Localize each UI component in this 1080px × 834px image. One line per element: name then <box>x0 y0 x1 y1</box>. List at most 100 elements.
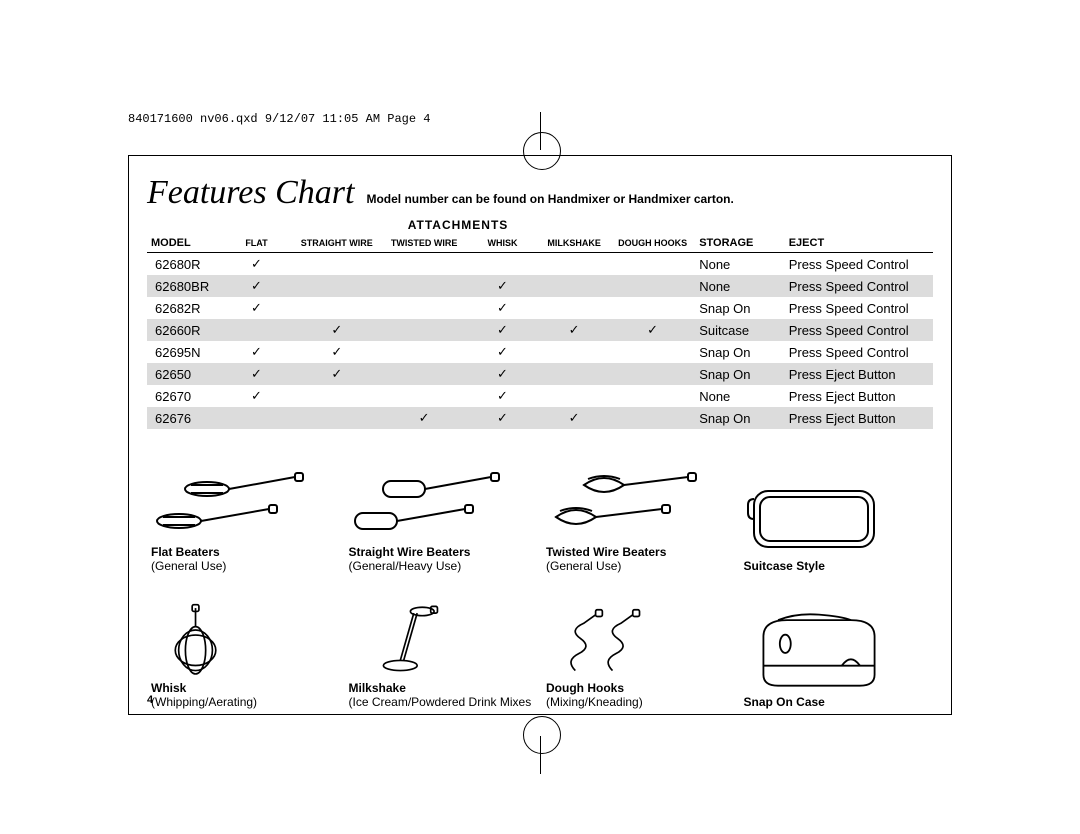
illus-sub: (General Use) <box>151 559 226 573</box>
table-cell <box>538 385 610 407</box>
illus-label: Straight Wire Beaters <box>349 545 471 559</box>
table-cell: ✓ <box>538 407 610 429</box>
table-cell <box>467 253 538 276</box>
table-cell <box>538 297 610 319</box>
table-cell: Press Eject Button <box>785 385 933 407</box>
table-cell: ✓ <box>221 341 292 363</box>
table-cell <box>610 253 695 276</box>
table-cell: Suitcase <box>695 319 785 341</box>
table-row: 62682R✓✓Snap OnPress Speed Control <box>147 297 933 319</box>
table-cell: ✓ <box>292 319 381 341</box>
page-frame: Features Chart Model number can be found… <box>128 155 952 715</box>
illus-flat-beaters: Flat Beaters (General Use) <box>151 441 337 573</box>
table-cell <box>610 385 695 407</box>
table-cell: ✓ <box>381 407 466 429</box>
table-cell <box>292 253 381 276</box>
illus-label: Milkshake <box>349 681 406 695</box>
milkshake-icon <box>349 603 509 679</box>
table-cell: ✓ <box>221 297 292 319</box>
illus-sub: (Mixing/Kneading) <box>546 695 643 709</box>
col-milkshake: MILKSHAKE <box>538 234 610 253</box>
table-cell: ✓ <box>221 253 292 276</box>
table-cell: ✓ <box>292 363 381 385</box>
illus-label: Suitcase Style <box>744 559 825 573</box>
table-cell: 62682R <box>147 297 221 319</box>
table-cell <box>292 297 381 319</box>
twisted-wire-icon <box>546 467 706 543</box>
table-cell: Press Speed Control <box>785 253 933 276</box>
illus-sub: (Ice Cream/Powdered Drink Mixes <box>349 695 532 709</box>
col-dough-hooks: DOUGH HOOKS <box>610 234 695 253</box>
illus-milkshake: Milkshake (Ice Cream/Powdered Drink Mixe… <box>349 577 535 709</box>
table-cell: ✓ <box>221 385 292 407</box>
table-cell: Press Eject Button <box>785 363 933 385</box>
table-cell <box>381 253 466 276</box>
table-cell <box>292 385 381 407</box>
table-row: 62695N✓✓✓Snap OnPress Speed Control <box>147 341 933 363</box>
table-cell: Snap On <box>695 297 785 319</box>
table-cell: 62670 <box>147 385 221 407</box>
col-twisted-wire: TWISTED WIRE <box>381 234 466 253</box>
col-model: MODEL <box>147 234 221 253</box>
illus-twisted-wire: Twisted Wire Beaters (General Use) <box>546 441 732 573</box>
table-cell: Press Speed Control <box>785 275 933 297</box>
table-cell: ✓ <box>610 319 695 341</box>
table-cell <box>292 407 381 429</box>
table-cell <box>381 319 466 341</box>
table-cell: ✓ <box>467 275 538 297</box>
table-cell: 62660R <box>147 319 221 341</box>
table-cell <box>610 341 695 363</box>
table-cell: Snap On <box>695 341 785 363</box>
table-row: 62650✓✓✓Snap OnPress Eject Button <box>147 363 933 385</box>
table-cell: Press Speed Control <box>785 297 933 319</box>
illus-dough-hooks: Dough Hooks (Mixing/Kneading) <box>546 577 732 709</box>
col-straight-wire: STRAIGHT WIRE <box>292 234 381 253</box>
attachments-group-header: ATTACHMENTS <box>221 216 695 234</box>
table-cell: 62680BR <box>147 275 221 297</box>
table-cell: None <box>695 253 785 276</box>
table-row: 62680R✓ NonePress Speed Control <box>147 253 933 276</box>
col-eject: EJECT <box>785 234 933 253</box>
table-cell: ✓ <box>292 341 381 363</box>
table-cell: ✓ <box>221 363 292 385</box>
table-cell: ✓ <box>467 407 538 429</box>
col-flat: FLAT <box>221 234 292 253</box>
table-row: 62676✓✓✓Snap OnPress Eject Button <box>147 407 933 429</box>
table-cell: ✓ <box>467 341 538 363</box>
page-title: Features Chart <box>147 174 354 212</box>
table-cell: ✓ <box>467 319 538 341</box>
col-whisk: WHISK <box>467 234 538 253</box>
table-cell <box>538 275 610 297</box>
table-cell <box>538 253 610 276</box>
crop-mark-bottom <box>540 736 541 774</box>
whisk-icon <box>151 603 311 679</box>
table-cell: 62680R <box>147 253 221 276</box>
title-row: Features Chart Model number can be found… <box>147 174 933 212</box>
page-subtitle: Model number can be found on Handmixer o… <box>366 192 733 206</box>
illus-label: Whisk <box>151 681 186 695</box>
illus-sub: (Whipping/Aerating) <box>151 695 257 709</box>
table-cell <box>381 385 466 407</box>
table-cell: None <box>695 385 785 407</box>
table-row: 62680BR✓✓NonePress Speed Control <box>147 275 933 297</box>
illus-label: Dough Hooks <box>546 681 624 695</box>
illus-straight-wire: Straight Wire Beaters (General/Heavy Use… <box>349 441 535 573</box>
table-cell <box>610 297 695 319</box>
table-row: 62660R✓✓✓✓SuitcasePress Speed Control <box>147 319 933 341</box>
table-cell <box>538 363 610 385</box>
page-number: 4 <box>147 694 153 706</box>
flat-beaters-icon <box>151 467 311 543</box>
snap-on-case-icon <box>744 611 894 693</box>
illus-sub: (General/Heavy Use) <box>349 559 462 573</box>
table-cell <box>221 319 292 341</box>
table-cell <box>292 275 381 297</box>
features-table: ATTACHMENTS MODEL FLAT STRAIGHT WIRE TWI… <box>147 216 933 429</box>
table-cell: Snap On <box>695 363 785 385</box>
illustrations-grid: Flat Beaters (General Use) Straight Wire… <box>147 441 933 709</box>
table-cell: ✓ <box>467 385 538 407</box>
table-cell: ✓ <box>538 319 610 341</box>
table-cell: Press Eject Button <box>785 407 933 429</box>
table-cell <box>538 341 610 363</box>
table-cell: None <box>695 275 785 297</box>
crop-mark-top <box>540 112 541 150</box>
